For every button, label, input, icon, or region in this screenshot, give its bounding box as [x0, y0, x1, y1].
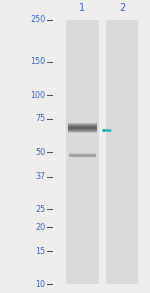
Bar [68, 126, 97, 127]
Text: 100: 100 [31, 91, 46, 100]
Text: 150: 150 [30, 57, 46, 66]
Text: 2: 2 [119, 3, 125, 13]
Text: 50: 50 [35, 148, 46, 156]
Bar [68, 132, 97, 133]
Text: 25: 25 [35, 205, 46, 214]
Bar [68, 127, 97, 128]
Bar [68, 128, 97, 129]
Text: 1: 1 [79, 3, 85, 13]
Bar [68, 124, 97, 125]
Bar [68, 125, 97, 126]
Text: 250: 250 [30, 15, 46, 24]
Text: 75: 75 [35, 114, 46, 123]
Text: 37: 37 [35, 172, 46, 181]
Text: 15: 15 [35, 247, 46, 255]
Bar [68, 129, 97, 130]
Bar [66, 20, 99, 285]
Bar [68, 122, 97, 123]
Text: 10: 10 [36, 280, 46, 289]
Text: 20: 20 [35, 223, 46, 232]
Bar [68, 131, 97, 132]
Bar [106, 20, 138, 285]
Bar [68, 130, 97, 131]
Bar [68, 123, 97, 124]
